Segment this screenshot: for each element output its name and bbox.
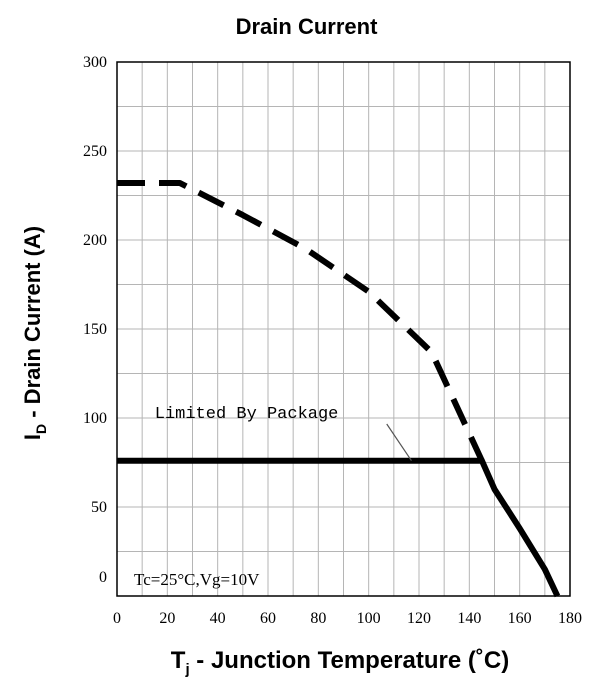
y-axis-label-subscript: D <box>33 424 49 434</box>
y-tick-label: 150 <box>83 321 107 338</box>
y-axis-label: ID - Drain Current (A) <box>20 226 49 440</box>
x-tick-label: 100 <box>357 610 381 627</box>
x-axis-label-rest: - Junction Temperature (˚C) <box>190 647 510 674</box>
y-tick-label: 300 <box>83 54 107 71</box>
y-tick-label: 250 <box>83 143 107 160</box>
y-tick-label: 50 <box>91 499 107 516</box>
x-tick-label: 20 <box>159 610 175 627</box>
x-tick-label: 60 <box>260 610 276 627</box>
x-tick-label: 120 <box>407 610 431 627</box>
y-tick-label: 0 <box>99 569 107 586</box>
annotation-limited-by-package: Limited By Package <box>155 405 339 424</box>
y-axis-label-rest: - Drain Current (A) <box>20 226 45 424</box>
x-tick-label: 40 <box>210 610 226 627</box>
grid <box>117 62 570 596</box>
annotation-leader-line <box>386 423 412 462</box>
dashed-limit-curve <box>117 180 485 462</box>
annotation-test-conditions: Tc=25°C,Vg=10V <box>134 570 260 589</box>
x-tick-label: 80 <box>310 610 326 627</box>
series-group <box>117 180 561 598</box>
y-tick-label: 100 <box>83 410 107 427</box>
package-limit-curve <box>117 457 561 598</box>
x-tick-label: 140 <box>457 610 481 627</box>
x-tick-label: 180 <box>558 610 582 627</box>
x-tick-label: 0 <box>113 610 121 627</box>
x-axis-label-main: T <box>171 647 186 674</box>
annotations: Limited By Package Tc=25°C,Vg=10V <box>134 405 412 589</box>
x-axis-label: Tj - Junction Temperature (˚C) <box>171 647 509 678</box>
y-axis-label-main: I <box>20 434 45 440</box>
chart-title: Drain Current <box>235 14 378 39</box>
tick-labels: 0 20 40 60 80 100 120 140 160 180 0 50 100 150 200 250 3… <box>83 54 582 627</box>
x-axis-label-subscript: j <box>184 661 189 678</box>
y-tick-label: 200 <box>83 232 107 249</box>
x-tick-label: 160 <box>508 610 532 627</box>
plot-frame <box>116 61 571 597</box>
